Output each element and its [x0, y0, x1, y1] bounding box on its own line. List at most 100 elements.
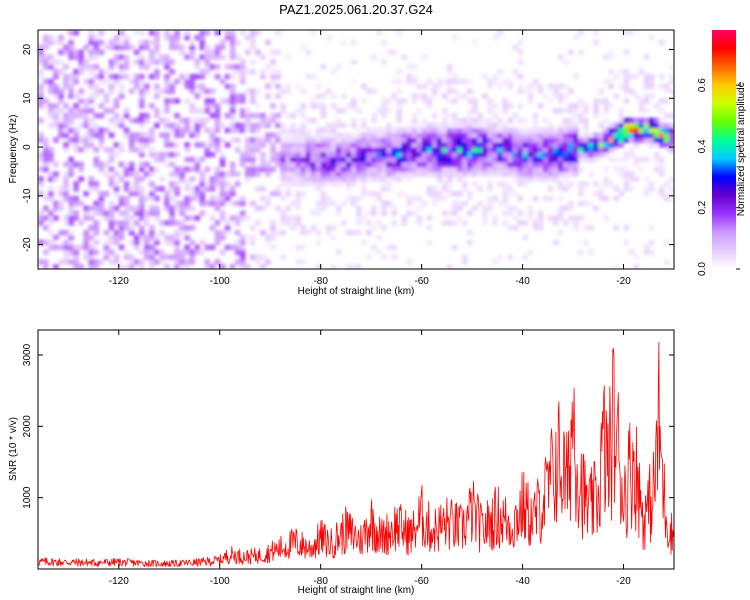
spectrogram-cell — [456, 161, 463, 168]
spectrogram-cell — [467, 88, 473, 95]
spectrogram-cell — [199, 249, 206, 255]
spectrogram-cell — [280, 181, 286, 187]
spectrogram-cell — [325, 161, 332, 168]
spectrogram-cell — [108, 156, 115, 163]
spectrogram-cell — [108, 59, 115, 65]
spectrogram-cell — [633, 122, 640, 129]
spectrogram-cell — [199, 69, 206, 75]
spectrogram-cell — [285, 171, 291, 177]
spectrogram-cell — [492, 220, 498, 226]
spectrogram-cell — [265, 93, 271, 99]
spectrogram-cell — [446, 112, 453, 119]
spectrogram-cell — [456, 117, 463, 124]
spectrogram-cell — [244, 34, 251, 41]
spectrogram-cell — [88, 122, 95, 129]
spectrogram-cell — [391, 210, 397, 216]
spectrogram-cell — [169, 161, 175, 168]
spectrogram-cell — [381, 59, 387, 65]
spectrogram-cell — [234, 200, 241, 207]
spectrogram-cell — [149, 39, 155, 46]
spectrogram-cell — [340, 200, 347, 207]
spectrogram-cell — [361, 142, 367, 148]
spectrogram-cell — [128, 229, 135, 236]
spectrogram-cell — [638, 117, 645, 124]
spectrogram-cell — [159, 259, 165, 265]
spectrogram-cell — [239, 59, 246, 65]
spectrogram-cell — [507, 117, 514, 124]
spectrogram-cell — [628, 30, 635, 36]
spectrogram-cell — [376, 132, 382, 138]
spectrogram-cell — [663, 239, 670, 246]
spectrogram-cell — [668, 78, 674, 85]
spectrogram-cell — [68, 54, 74, 60]
spectrogram-cell — [38, 88, 44, 95]
spectrogram-cell — [386, 132, 392, 138]
spectrogram-cell — [350, 147, 357, 153]
spectrogram-cell — [315, 166, 322, 173]
spectrogram-cell — [325, 127, 332, 134]
spectrogram-cell — [68, 171, 74, 177]
spectrogram-cell — [280, 127, 286, 134]
spectrogram-cell — [633, 117, 640, 124]
spectrogram-cell — [512, 190, 519, 197]
spectrogram-cell — [204, 64, 211, 70]
spectrogram-cell — [350, 161, 357, 168]
spectrogram-cell — [583, 200, 589, 207]
spectrogram-cell — [467, 229, 473, 236]
spectrogram-cell — [568, 181, 574, 187]
spectrogram-cell — [265, 195, 271, 202]
spectrogram-cell — [411, 137, 418, 143]
spectrogram-cell — [179, 166, 185, 173]
spectrogram-cell — [547, 215, 554, 221]
spectrogram-cell — [578, 30, 584, 36]
spectrogram-cell — [73, 132, 79, 138]
spectrogram-cell — [270, 225, 276, 231]
spectrogram-cell — [88, 215, 95, 221]
spectrogram-cell — [234, 122, 241, 129]
spectrogram-cell — [658, 166, 665, 173]
spectrogram-cell — [356, 264, 362, 269]
spectrogram-cell — [507, 166, 514, 173]
spectrogram-cell — [38, 98, 44, 104]
spectrogram-cell — [497, 156, 503, 163]
spectrogram-cell — [83, 44, 90, 51]
spectrogram-cell — [128, 166, 135, 173]
spectrogram-cell — [320, 151, 327, 158]
spectrogram-cell — [340, 147, 347, 153]
spectrogram-cell — [164, 161, 170, 168]
spectrogram-cell — [517, 103, 524, 109]
spectrogram-cell — [169, 171, 175, 177]
spectrogram-cell — [350, 195, 357, 202]
spectrogram-cell — [280, 132, 286, 138]
spectrogram-cell — [194, 64, 201, 70]
spectrogram-cell — [189, 205, 196, 212]
spectrogram-cell — [53, 108, 59, 114]
spectrogram-cell — [497, 117, 503, 124]
spectrogram-cell — [426, 215, 433, 221]
spectrogram-cell — [502, 103, 509, 109]
spectrogram-cell — [189, 190, 196, 197]
spectrogram-cell — [446, 147, 453, 153]
spectrogram-cell — [73, 181, 79, 187]
spectrogram-cell — [255, 88, 261, 95]
spectrogram-cell — [401, 220, 408, 226]
spectrogram-cell — [345, 161, 352, 168]
spectrogram-cell — [335, 142, 342, 148]
spectrogram-cell — [73, 137, 79, 143]
spectrogram-cell — [436, 156, 443, 163]
spectrogram-cell — [214, 73, 221, 80]
spectrogram-cell — [608, 69, 615, 75]
spectrogram-cell — [123, 195, 130, 202]
spectrogram-cell — [653, 156, 660, 163]
spectrogram-cell — [507, 225, 514, 231]
spectrogram-cell — [562, 117, 569, 124]
spectrogram-cell — [169, 83, 175, 90]
spectrogram-cell — [376, 171, 382, 177]
spectrogram-cell — [381, 103, 387, 109]
spectrogram-cell — [583, 156, 589, 163]
spectrogram-cell — [83, 64, 90, 70]
spectrogram-cell — [169, 34, 175, 41]
spectrogram-cell — [436, 176, 443, 182]
spectrogram-cell — [467, 151, 473, 158]
spectrogram-cell — [78, 49, 85, 55]
